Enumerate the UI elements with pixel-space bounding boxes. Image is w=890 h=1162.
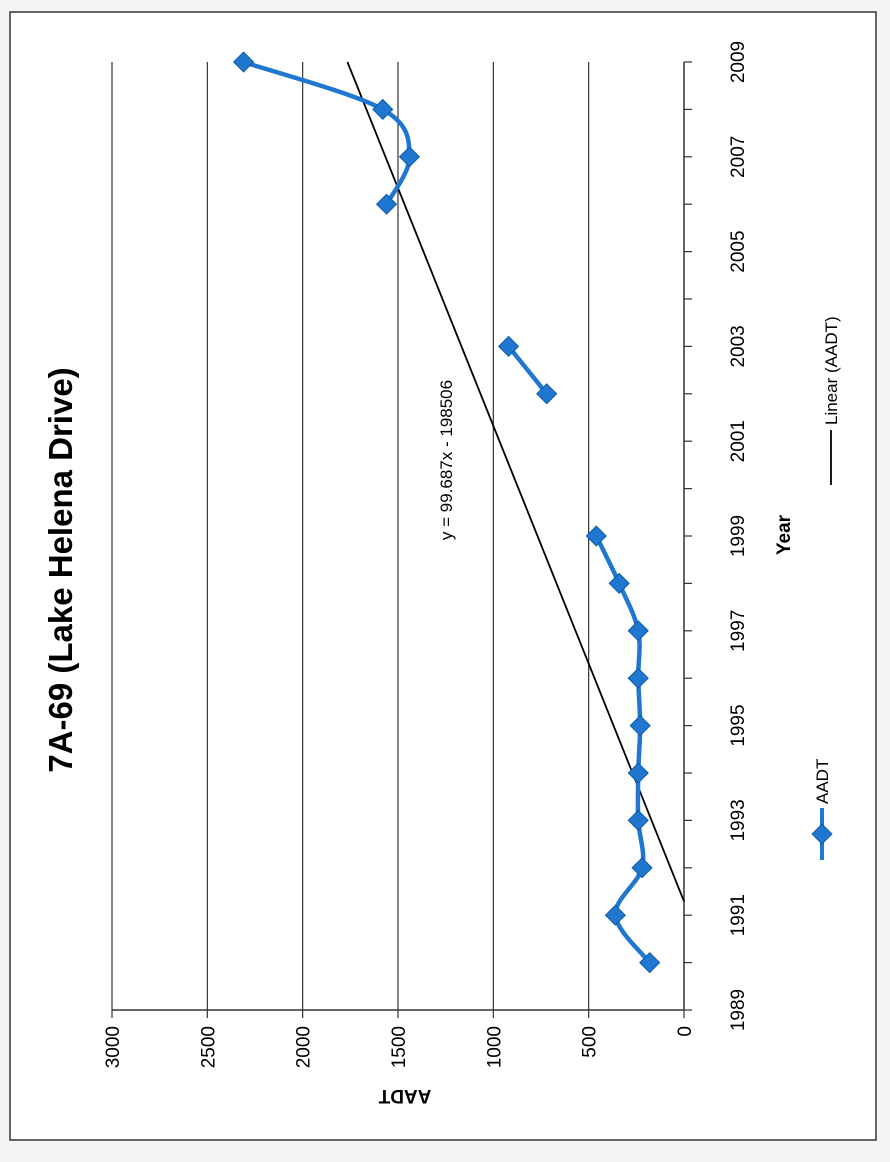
legend-label-aadt: AADT (813, 759, 832, 804)
data-point (604, 904, 626, 926)
x-tick-label: 2001 (728, 420, 749, 462)
x-tick-label: 1999 (728, 515, 749, 557)
x-tick-label: 2003 (728, 325, 749, 367)
y-tick-label: 3000 (103, 1026, 124, 1068)
data-point (585, 525, 607, 547)
x-axis-title: Year (774, 514, 795, 555)
x-tick-label: 2005 (728, 230, 749, 272)
data-point (375, 193, 398, 215)
y-axis: 0 500 1000 1500 2000 2500 3000 (103, 1009, 696, 1068)
data-point (232, 51, 255, 73)
x-tick-label: 1991 (728, 894, 749, 936)
y-tick-label: 500 (580, 1026, 601, 1058)
x-tick-label: 1995 (728, 704, 749, 746)
gridlines (111, 62, 590, 1010)
data-point (608, 572, 630, 595)
y-tick-label: 1500 (389, 1026, 410, 1068)
y-axis-title: AADT (378, 1085, 431, 1106)
trendline-line (346, 61, 685, 902)
x-axis: 1989 1991 1993 1995 1997 1999 2001 2003 2005 2007… (683, 41, 749, 1031)
data-point (398, 146, 421, 168)
legend-entry-linear: Linear (AADT) (822, 316, 841, 485)
data-point (627, 620, 649, 642)
data-point (627, 762, 649, 784)
series-line-segment-0 (594, 535, 652, 965)
trendline (346, 61, 685, 902)
legend-entry-aadt: AADT (811, 759, 833, 860)
x-tick-label: 2009 (728, 41, 749, 83)
series-line-segment-2 (242, 59, 412, 206)
data-point (627, 809, 649, 832)
data-point (629, 714, 651, 737)
chart-border (9, 11, 877, 1141)
y-tick-label: 1000 (484, 1026, 505, 1068)
data-point (631, 857, 653, 879)
series-aadt (232, 51, 661, 974)
x-tick-label: 2007 (728, 136, 749, 178)
x-tick-label: 1997 (728, 610, 749, 652)
chart-title: 7A-69 (Lake Helena Drive) (42, 367, 79, 772)
y-tick-label: 2000 (294, 1026, 315, 1068)
trendline-equation: y = 99.687x - 198506 (437, 380, 456, 540)
data-point (627, 667, 649, 689)
x-tick-label: 1989 (728, 989, 749, 1031)
data-point (639, 951, 661, 974)
data-point (536, 383, 558, 405)
legend-label-linear: Linear (AADT) (822, 316, 841, 425)
x-tick-label: 1993 (728, 799, 749, 841)
legend-marker-aadt (811, 823, 833, 845)
y-tick-label: 2500 (198, 1026, 219, 1068)
y-tick-label: 0 (675, 1026, 696, 1037)
legend: AADT Linear (AADT) (811, 316, 841, 860)
data-point (497, 335, 520, 358)
data-point (372, 98, 394, 121)
